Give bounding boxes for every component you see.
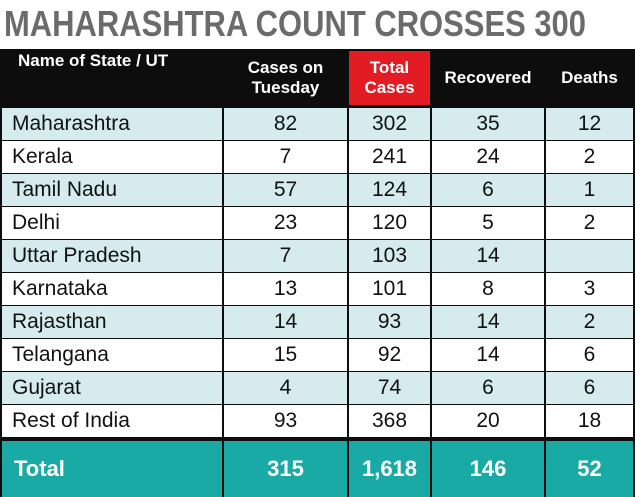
cell-total-cases: 93: [349, 306, 430, 338]
cell-cases-tuesday: 23: [224, 207, 347, 239]
cell-deaths: 2: [546, 141, 633, 173]
total-deaths: 52: [546, 441, 633, 497]
table-row: Karnataka 13 101 8 3: [0, 273, 635, 305]
cell-cases-tuesday: 82: [224, 108, 347, 140]
cell-deaths: 6: [546, 372, 633, 404]
header-line: Deaths: [561, 68, 618, 87]
cell-name: Telangana: [2, 339, 222, 371]
cell-recovered: 14: [432, 306, 544, 338]
cell-total-cases: 241: [349, 141, 430, 173]
cell-deaths: 1: [546, 174, 633, 206]
total-total-cases: 1,618: [349, 441, 430, 497]
cell-deaths: 3: [546, 273, 633, 305]
table-row: Delhi 23 120 5 2: [0, 207, 635, 239]
chart-title: MAHARASHTRA COUNT CROSSES 300: [4, 3, 587, 44]
header-line: Name of State / UT: [18, 51, 169, 70]
total-name: Total: [2, 441, 222, 497]
cell-recovered: 20: [432, 405, 544, 437]
cell-name: Gujarat: [2, 372, 222, 404]
cell-name: Uttar Pradesh: [2, 240, 222, 272]
cell-recovered: 35: [432, 108, 544, 140]
table-row: Kerala 7 241 24 2: [0, 141, 635, 173]
cell-name: Tamil Nadu: [2, 174, 222, 206]
cell-cases-tuesday: 7: [224, 141, 347, 173]
header-name: Name of State / UT: [2, 51, 222, 105]
table-row: Rajasthan 14 93 14 2: [0, 306, 635, 338]
total-cases-tuesday: 315: [224, 441, 347, 497]
cell-deaths: 2: [546, 306, 633, 338]
cell-name: Maharashtra: [2, 108, 222, 140]
cell-total-cases: 101: [349, 273, 430, 305]
cell-total-cases: 103: [349, 240, 430, 272]
cell-total-cases: 74: [349, 372, 430, 404]
cell-total-cases: 302: [349, 108, 430, 140]
cell-total-cases: 92: [349, 339, 430, 371]
cell-cases-tuesday: 7: [224, 240, 347, 272]
cell-cases-tuesday: 15: [224, 339, 347, 371]
cell-recovered: 8: [432, 273, 544, 305]
table-row: Gujarat 4 74 6 6: [0, 372, 635, 404]
header-total-cases: Total Cases: [349, 51, 430, 105]
cell-cases-tuesday: 4: [224, 372, 347, 404]
cell-total-cases: 120: [349, 207, 430, 239]
total-recovered: 146: [432, 441, 544, 497]
cell-recovered: 14: [432, 339, 544, 371]
header-cases-tuesday: Cases on Tuesday: [224, 51, 347, 105]
header-line: Recovered: [444, 68, 532, 87]
header-line: Tuesday: [251, 78, 320, 97]
cell-deaths: 2: [546, 207, 633, 239]
cell-name: Delhi: [2, 207, 222, 239]
cell-total-cases: 124: [349, 174, 430, 206]
table-row: Uttar Pradesh 7 103 14: [0, 240, 635, 272]
cell-cases-tuesday: 57: [224, 174, 347, 206]
header-line: Cases: [364, 78, 415, 97]
cell-recovered: 14: [432, 240, 544, 272]
header-line: Cases on: [247, 58, 324, 77]
cell-cases-tuesday: 14: [224, 306, 347, 338]
table-row: Maharashtra 82 302 35 12: [0, 108, 635, 140]
cell-recovered: 5: [432, 207, 544, 239]
cell-name: Kerala: [2, 141, 222, 173]
cell-cases-tuesday: 93: [224, 405, 347, 437]
cell-total-cases: 368: [349, 405, 430, 437]
table-row: Telangana 15 92 14 6: [0, 339, 635, 371]
cell-recovered: 6: [432, 372, 544, 404]
total-row: Total 315 1,618 146 52: [0, 441, 635, 497]
cell-recovered: 6: [432, 174, 544, 206]
table-row: Rest of India 93 368 20 18: [0, 405, 635, 437]
table-row: Tamil Nadu 57 124 6 1: [0, 174, 635, 206]
header-line: Total: [369, 58, 410, 77]
cell-name: Rest of India: [2, 405, 222, 437]
cell-deaths: 18: [546, 405, 633, 437]
header-recovered: Recovered: [432, 51, 544, 105]
table-header-row: Name of State / UT Cases on Tuesday Total Ca…: [0, 51, 635, 105]
cell-deaths: 6: [546, 339, 633, 371]
cell-recovered: 24: [432, 141, 544, 173]
cell-name: Karnataka: [2, 273, 222, 305]
header-deaths: Deaths: [546, 51, 633, 105]
data-table: Name of State / UT Cases on Tuesday Total Ca…: [0, 49, 635, 497]
cell-name: Rajasthan: [2, 306, 222, 338]
cell-deaths: [546, 240, 633, 272]
cell-deaths: 12: [546, 108, 633, 140]
cell-cases-tuesday: 13: [224, 273, 347, 305]
